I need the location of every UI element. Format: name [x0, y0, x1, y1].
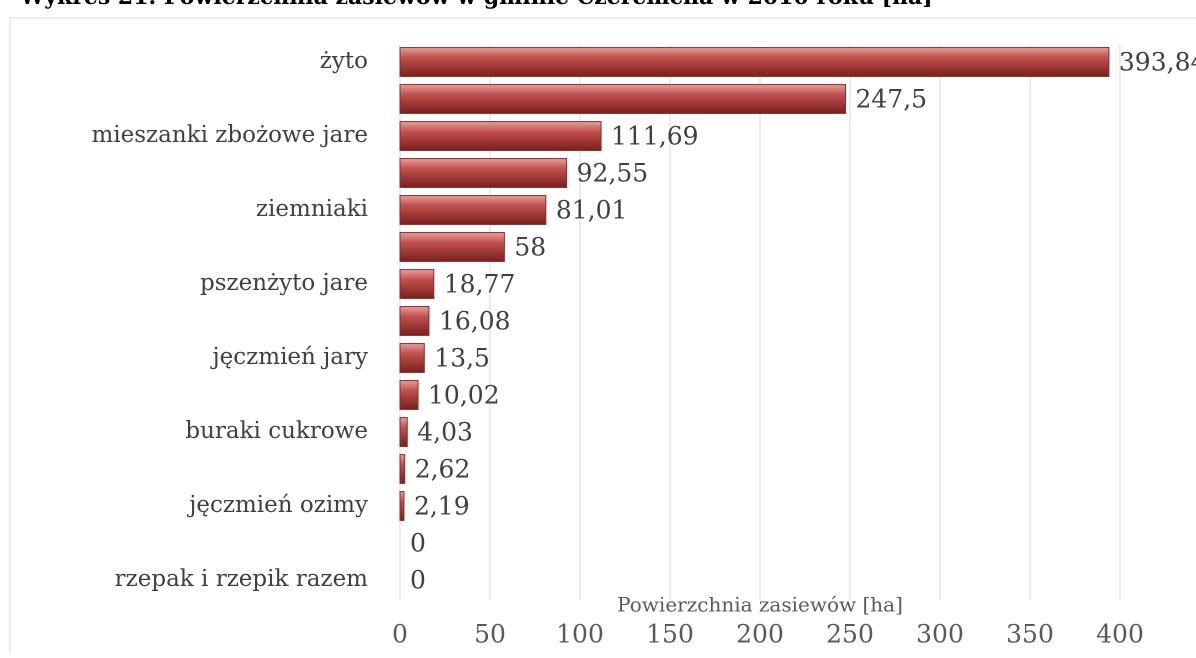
- data-label: 4,03: [417, 418, 473, 447]
- bar: [399, 84, 846, 114]
- bar: [399, 343, 425, 373]
- y-tick-label: jęczmień jary: [210, 344, 368, 370]
- data-label: 393,84: [1119, 48, 1196, 77]
- y-tick-label: jęczmień ozimy: [186, 492, 368, 518]
- y-tick-label: pszenżyto jare: [200, 270, 368, 296]
- bar: [399, 454, 406, 484]
- data-label: 16,08: [439, 307, 511, 336]
- x-tick-label: 200: [736, 620, 784, 649]
- x-tick-label: 150: [646, 620, 694, 649]
- bar: [399, 195, 547, 225]
- bar: [399, 417, 408, 447]
- data-label: 81,01: [556, 196, 628, 225]
- x-tick-label: 50: [474, 620, 506, 649]
- data-label: 10,02: [428, 381, 500, 410]
- y-tick-label: żyto: [320, 48, 368, 74]
- data-label: 247,5: [856, 85, 928, 114]
- x-tick-label: 100: [556, 620, 604, 649]
- y-tick-label: rzepak i rzepik razem: [115, 566, 369, 592]
- chart-frame: [9, 17, 1196, 658]
- data-label: 58: [514, 233, 546, 262]
- data-label: 92,55: [577, 159, 649, 188]
- bar: [399, 269, 435, 299]
- data-label: 0: [410, 529, 426, 558]
- bar: [399, 491, 405, 521]
- bar: [399, 47, 1110, 77]
- y-tick-label: buraki cukrowe: [185, 418, 368, 444]
- bar: [399, 121, 602, 151]
- data-label: 18,77: [444, 270, 516, 299]
- data-label: 111,69: [611, 122, 698, 151]
- x-tick-label: 350: [1006, 620, 1054, 649]
- y-tick-label: mieszanki zbożowe jare: [91, 122, 368, 148]
- x-tick-label: 300: [916, 620, 964, 649]
- x-tick-label: 250: [826, 620, 874, 649]
- bar: [399, 306, 430, 336]
- data-label: 2,19: [414, 492, 470, 521]
- x-tick-label: 400: [1096, 620, 1144, 649]
- bar: [399, 380, 419, 410]
- y-tick-label: ziemniaki: [256, 196, 368, 222]
- x-tick-label: 0: [392, 620, 408, 649]
- bar: [399, 158, 568, 188]
- data-label: 13,5: [434, 344, 490, 373]
- bar: [399, 232, 505, 262]
- data-label: 0: [410, 566, 426, 595]
- chart-title: Wykres 21. Powierzchnia zasiewów w gmini…: [19, 0, 933, 10]
- data-label: 2,62: [415, 455, 471, 484]
